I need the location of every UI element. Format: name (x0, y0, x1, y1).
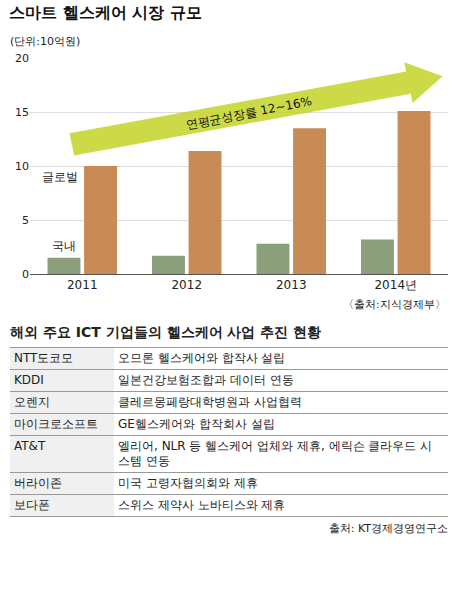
html-text:NTT도코모: NTT도코모 (14, 351, 74, 365)
svg-text:5: 5 (22, 214, 29, 227)
html-text:일본건강보험조합과 데이터 연동: 일본건강보험조합과 데이터 연동 (118, 373, 294, 387)
svg-text:0: 0 (22, 268, 29, 281)
svg-text:10: 10 (15, 160, 29, 173)
html-text:버라이존: 버라이존 (14, 476, 62, 490)
svg-text:20: 20 (15, 52, 29, 65)
svg-text:(단위:10억원): (단위:10억원) (10, 35, 80, 48)
svg-text:2012: 2012 (171, 278, 202, 292)
html-text:마이크로소프트: 마이크로소프트 (14, 417, 98, 431)
svg-text:글로벌: 글로벌 (42, 170, 78, 184)
html-text:보다폰: 보다폰 (14, 498, 50, 512)
svg-text:〈출처:지식경제부〉: 〈출처:지식경제부〉 (343, 298, 446, 311)
svg-text:스마트 헬스케어 시장 규모: 스마트 헬스케어 시장 규모 (9, 3, 202, 22)
svg-text:연평균성장률 12~16%: 연평균성장률 12~16% (185, 94, 313, 132)
html-text:AT&T: AT&T (14, 439, 46, 453)
svg-text:2011: 2011 (67, 278, 98, 292)
html-text:클레르몽페랑대학병원과 사업협력: 클레르몽페랑대학병원과 사업협력 (118, 395, 302, 409)
html-text:미국 고령자협의회와 제휴: 미국 고령자협의회와 제휴 (118, 476, 258, 490)
html-text:GE헬스케어와 합작회사 설립: GE헬스케어와 합작회사 설립 (118, 417, 275, 431)
svg-text:국내: 국내 (52, 239, 76, 253)
html-text:KDDI: KDDI (14, 373, 44, 387)
html-text:스위스 제약사 노바티스와 제휴: 스위스 제약사 노바티스와 제휴 (118, 498, 286, 512)
html-text:오므론 헬스케어와 합작사 설립: 오므론 헬스케어와 합작사 설립 (118, 351, 286, 365)
html-text:오렌지: 오렌지 (14, 395, 50, 409)
html-text:출처: KT경제경영연구소: 출처: KT경제경영연구소 (328, 522, 448, 535)
svg-text:2014년: 2014년 (374, 278, 417, 292)
html-text:해외 주요 ICT 기업들의 헬스케어 사업 추진 현황: 해외 주요 ICT 기업들의 헬스케어 사업 추진 현황 (10, 324, 322, 340)
svg-text:2013: 2013 (276, 278, 307, 292)
svg-text:15: 15 (15, 106, 29, 119)
html-text:엘리어, NLR 등 헬스케어 업체와 제휴, 에릭슨 클라: 엘리어, NLR 등 헬스케어 업체와 제휴, 에릭슨 클라우드 시스템 연동 (118, 439, 433, 468)
